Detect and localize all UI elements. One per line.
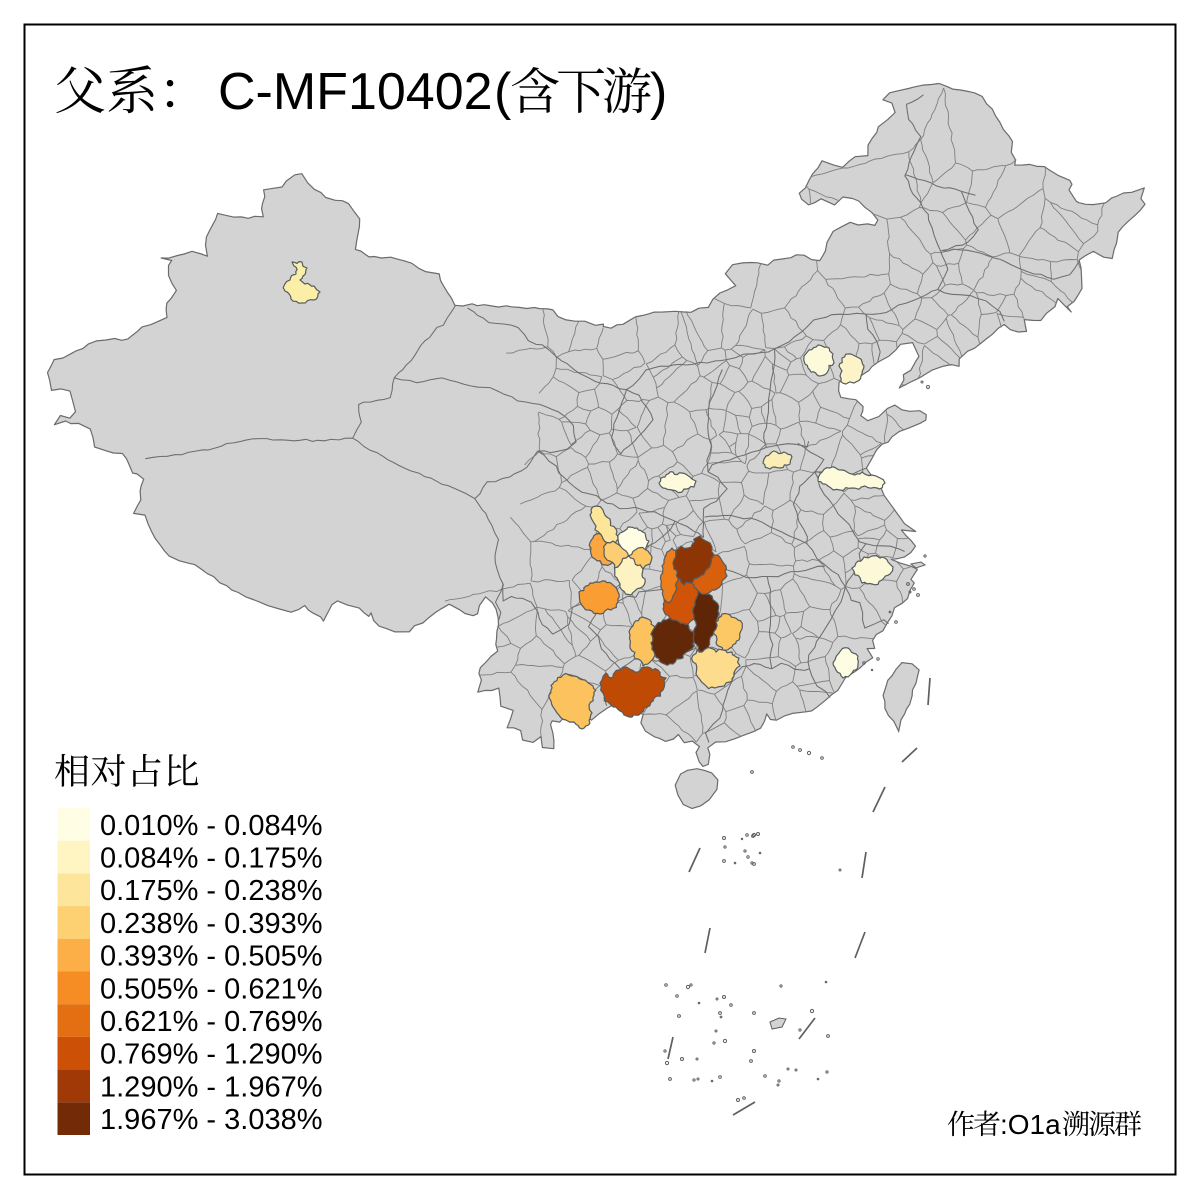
svg-text::O1a: :O1a bbox=[1000, 1109, 1061, 1140]
svg-text:0.393% - 0.505%: 0.393% - 0.505% bbox=[100, 941, 322, 973]
svg-text:0.505% - 0.621%: 0.505% - 0.621% bbox=[100, 973, 322, 1005]
svg-text:0.238% - 0.393%: 0.238% - 0.393% bbox=[100, 908, 322, 940]
svg-text:C-MF10402: C-MF10402 bbox=[218, 63, 493, 121]
svg-text:): ) bbox=[650, 63, 667, 121]
svg-text:0.769% - 1.290%: 0.769% - 1.290% bbox=[100, 1039, 322, 1071]
svg-text:1.967% - 3.038%: 1.967% - 3.038% bbox=[100, 1104, 322, 1136]
svg-text:0.010% - 0.084%: 0.010% - 0.084% bbox=[100, 810, 322, 842]
svg-text:0.621% - 0.769%: 0.621% - 0.769% bbox=[100, 1006, 322, 1038]
svg-text:(: ( bbox=[494, 63, 512, 121]
svg-text:0.175% - 0.238%: 0.175% - 0.238% bbox=[100, 875, 322, 907]
svg-text:0.084% - 0.175%: 0.084% - 0.175% bbox=[100, 843, 322, 875]
svg-text:1.290% - 1.967%: 1.290% - 1.967% bbox=[100, 1071, 322, 1103]
